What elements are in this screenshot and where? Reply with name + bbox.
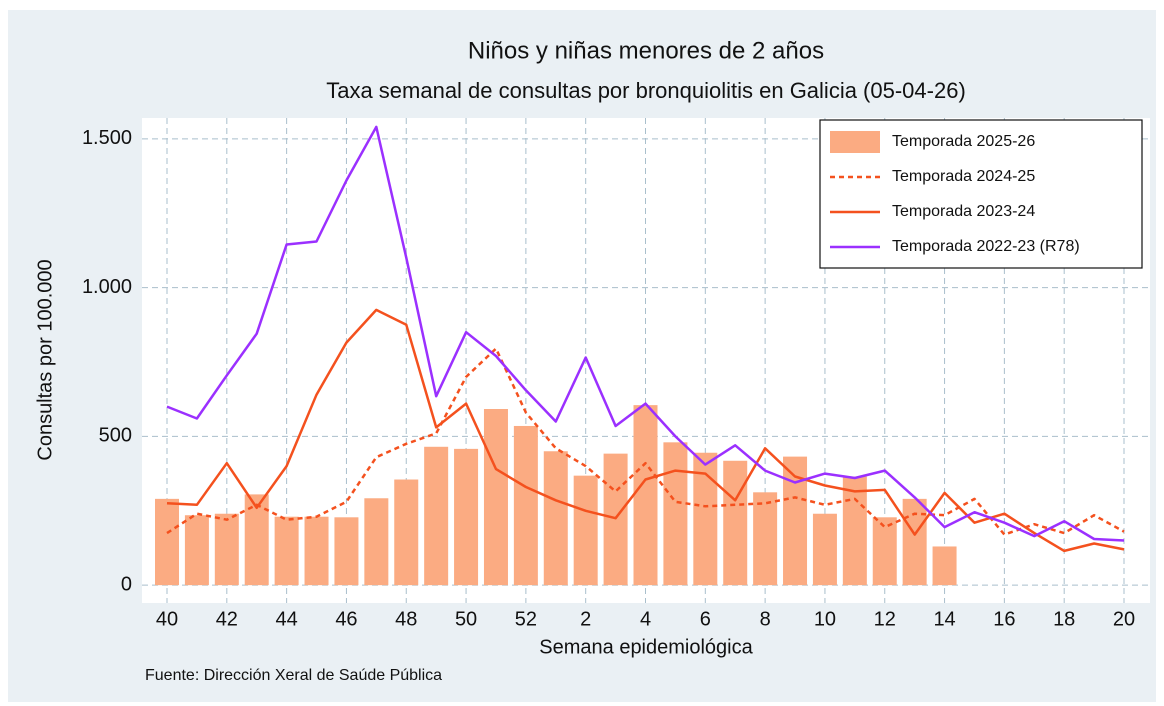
bar <box>214 513 239 586</box>
bar <box>155 498 179 586</box>
legend-label: Temporada 2025-26 <box>892 133 1035 150</box>
x-tick-label: 6 <box>700 608 711 630</box>
chart-subtitle: Taxa semanal de consultas por bronquioli… <box>326 78 966 103</box>
y-tick-label: 1.000 <box>82 276 132 298</box>
x-tick-label: 50 <box>455 608 477 630</box>
bar <box>394 479 419 586</box>
bar <box>304 516 329 586</box>
y-tick-label: 500 <box>99 425 132 447</box>
bar <box>543 451 568 586</box>
x-tick-label: 40 <box>156 608 178 630</box>
x-tick-label: 20 <box>1113 608 1135 630</box>
x-tick-label: 4 <box>640 608 651 630</box>
bar <box>723 460 748 586</box>
x-tick-label: 18 <box>1053 608 1075 630</box>
bar <box>753 492 778 586</box>
bar <box>902 498 927 586</box>
legend-swatch <box>830 131 880 153</box>
x-tick-label: 14 <box>933 608 955 630</box>
y-tick-label: 1.500 <box>82 127 132 149</box>
legend-label: Temporada 2022-23 (R78) <box>892 238 1080 255</box>
bar <box>364 498 389 586</box>
source-note: Fuente: Dirección Xeral de Saúde Pública <box>145 667 442 684</box>
legend-label: Temporada 2023-24 <box>892 203 1035 220</box>
bar <box>334 517 359 586</box>
bar <box>274 516 299 586</box>
x-tick-label: 10 <box>814 608 836 630</box>
bar <box>483 409 508 586</box>
x-tick-label: 42 <box>216 608 238 630</box>
x-tick-label: 44 <box>276 608 298 630</box>
x-tick-label: 8 <box>760 608 771 630</box>
chart-title: Niños y niñas menores de 2 años <box>468 37 824 64</box>
x-tick-label: 2 <box>580 608 591 630</box>
line-series <box>166 308 1125 553</box>
y-tick-label: 0 <box>121 573 132 595</box>
bar <box>842 476 867 586</box>
x-tick-label: 46 <box>335 608 357 630</box>
bar <box>513 425 538 586</box>
legend-label: Temporada 2024-25 <box>892 168 1035 185</box>
bar <box>633 405 658 586</box>
bar <box>872 517 897 586</box>
x-axis-label: Semana epidemiológica <box>539 636 753 658</box>
bar <box>454 448 479 586</box>
bar <box>573 475 598 586</box>
x-tick-label: 48 <box>395 608 417 630</box>
x-tick-label: 16 <box>993 608 1015 630</box>
bar <box>812 513 837 586</box>
bar <box>424 446 449 586</box>
line-series <box>166 125 1125 542</box>
x-tick-label: 52 <box>515 608 537 630</box>
bar <box>663 442 688 586</box>
x-tick-label: 12 <box>874 608 896 630</box>
y-axis-label: Consultas por 100.000 <box>34 259 56 460</box>
bar <box>184 515 209 586</box>
bar <box>932 546 957 586</box>
line-series <box>166 347 1125 536</box>
